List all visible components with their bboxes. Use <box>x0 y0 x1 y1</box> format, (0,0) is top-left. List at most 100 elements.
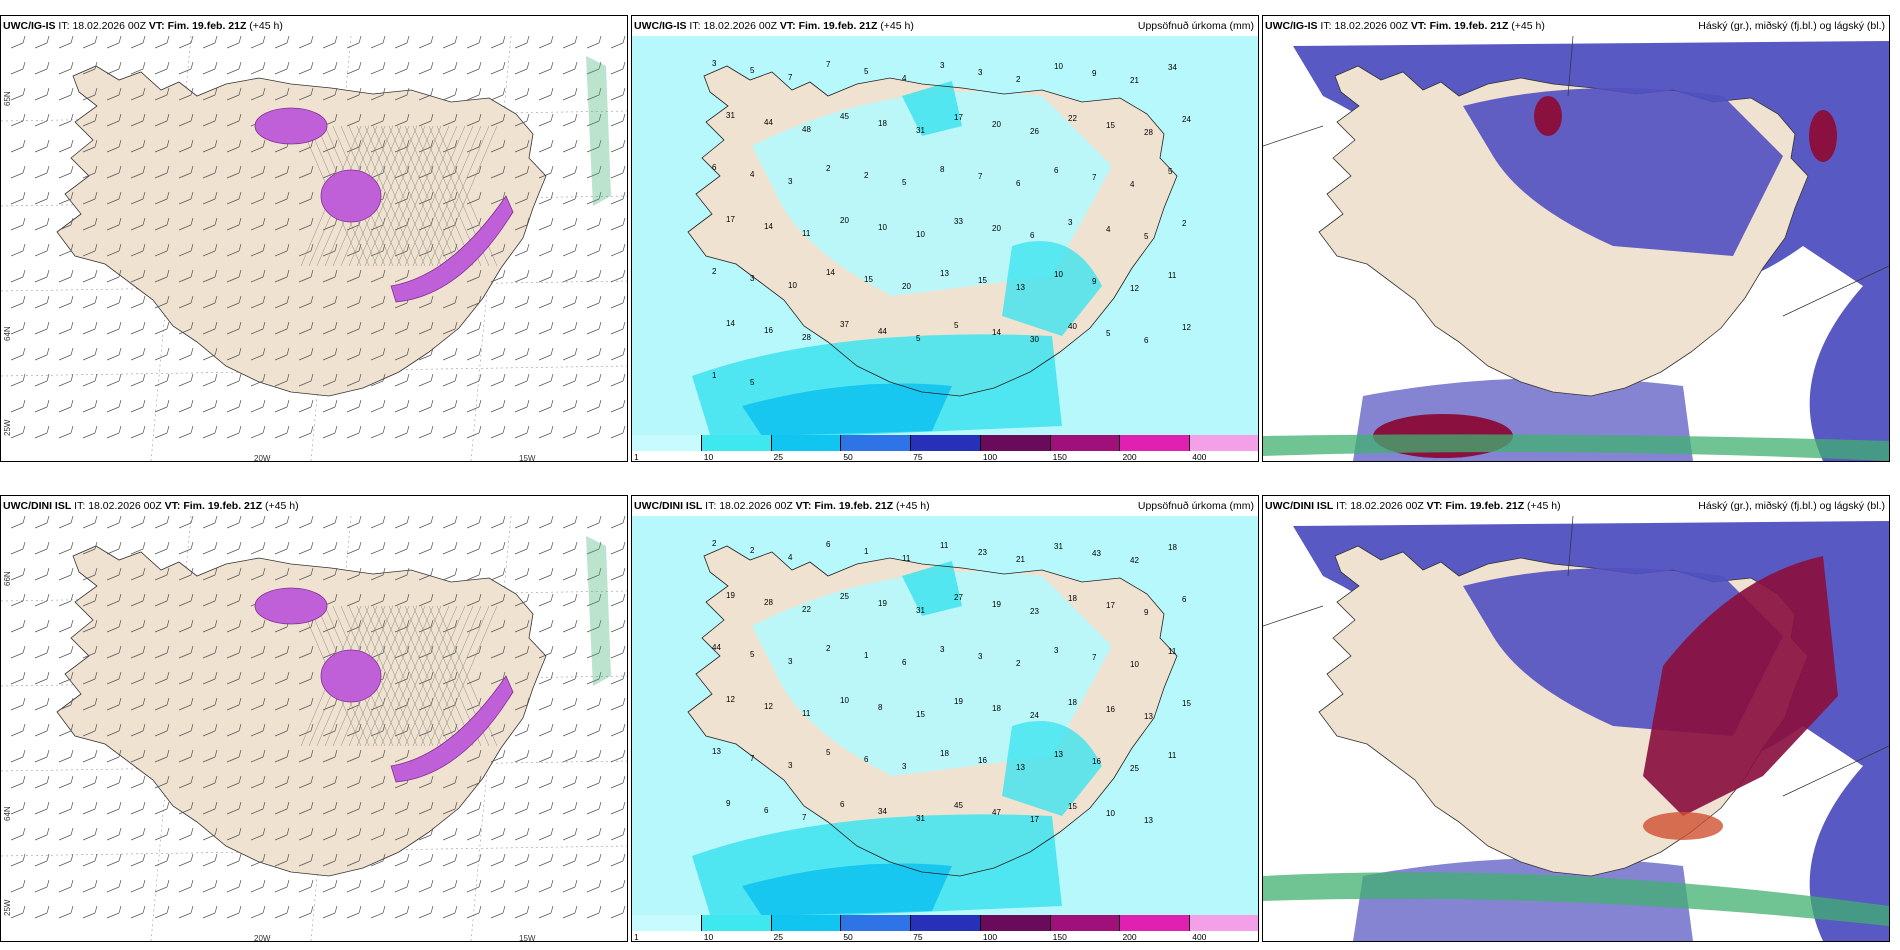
precip-amount-label: 22 <box>1068 114 1077 123</box>
precip-amount-label: 1 <box>864 651 869 660</box>
colorbar-label: 25 <box>773 932 784 942</box>
colorbar-swatch <box>1190 915 1258 931</box>
precip-amount-label: 18 <box>992 704 1001 713</box>
precip-amount-label: 2 <box>864 171 869 180</box>
colorbar-label: 50 <box>843 932 853 942</box>
panel-header: UWC/DINI ISL IT: 18.02.2026 00Z VT: Fim.… <box>3 500 299 512</box>
precip-amount-label: 10 <box>878 223 887 232</box>
precip-amount-label: 7 <box>750 754 755 763</box>
precip-amount-label: 4 <box>1106 225 1111 234</box>
colorbar-swatch <box>632 915 702 931</box>
lon-label: 20W <box>254 454 271 462</box>
precip-amount-label: 45 <box>954 801 963 810</box>
colorbar-swatch <box>1120 915 1191 931</box>
colorbar-label: 200 <box>1122 932 1137 942</box>
precip-amount-label: 7 <box>802 813 807 822</box>
precip-amount-label: 17 <box>1106 601 1115 610</box>
precip-amount-label: 33 <box>954 217 963 226</box>
cloud-title: Háský (gr.), miðský (fj.bl.) og lágský (… <box>1698 20 1885 32</box>
colorbar-swatch <box>1050 435 1121 451</box>
precip-amount-label: 3 <box>788 657 793 666</box>
precip-amount-label: 18 <box>1068 594 1077 603</box>
precip-amount-label: 5 <box>826 748 831 757</box>
precip-amount-label: 16 <box>764 326 773 335</box>
precip-amount-label: 22 <box>802 605 811 614</box>
corner-label: 25W <box>3 419 12 436</box>
precip-amount-label: 11 <box>940 541 949 550</box>
precip-amount-label: 26 <box>1030 127 1039 136</box>
precip-amount-label: 10 <box>840 696 849 705</box>
colorbar-label: 25 <box>773 452 784 462</box>
colorbar-label: 1 <box>634 932 639 942</box>
cloud-map <box>1263 36 1889 461</box>
precip-colorbar: 1 10 25 50 75 100 150 200 400 <box>632 435 1258 462</box>
precip-amount-label: 14 <box>764 222 773 231</box>
precip-amount-label: 30 <box>1030 335 1039 344</box>
colorbar-swatch <box>771 915 842 931</box>
precip-amount-label: 11 <box>1168 271 1177 280</box>
precip-amount-label: 6 <box>840 800 845 809</box>
colorbar-swatch <box>1190 435 1258 451</box>
precip-amount-label: 25 <box>1130 764 1139 773</box>
precip-amount-label: 40 <box>1068 322 1077 331</box>
precip-amount-label: 24 <box>1182 115 1191 124</box>
colorbar-swatch <box>1120 435 1191 451</box>
precip-amount-label: 10 <box>1106 809 1115 818</box>
precip-amount-label: 12 <box>1130 284 1139 293</box>
precip-amount-label: 3 <box>978 652 983 661</box>
precip-amount-label: 3 <box>940 645 945 654</box>
precip-amount-label: 12 <box>1182 323 1191 332</box>
precip-amount-label: 5 <box>916 334 921 343</box>
colorbar-swatch <box>771 435 842 451</box>
colorbar-label: 75 <box>913 932 923 942</box>
precip-amount-label: 4 <box>902 74 907 83</box>
precip-amount-label: 11 <box>802 229 811 238</box>
wind-snow-panel-1: UWC/IG-IS IT: 18.02.2026 00Z VT: Fim. 19… <box>0 15 628 462</box>
lon-label: 20W <box>254 934 271 942</box>
precip-amount-label: 17 <box>726 215 735 224</box>
precip-amount-label: 13 <box>712 747 721 756</box>
colorbar-swatch <box>701 435 772 451</box>
precip-amount-label: 20 <box>902 282 911 291</box>
precip-amount-label: 20 <box>992 120 1001 129</box>
precip-amount-label: 31 <box>726 111 735 120</box>
precip-amount-label: 3 <box>1068 218 1073 227</box>
precip-amount-label: 7 <box>826 60 831 69</box>
precip-amount-label: 5 <box>864 67 869 76</box>
precip-amount-label: 15 <box>864 275 873 284</box>
precip-amount-label: 44 <box>878 327 887 336</box>
colorbar-swatch <box>841 915 912 931</box>
precip-amount-label: 19 <box>878 599 887 608</box>
precip-amount-label: 11 <box>902 554 911 563</box>
precip-amount-label: 6 <box>864 755 869 764</box>
precip-amount-label: 20 <box>840 216 849 225</box>
precip-amount-label: 16 <box>1106 705 1115 714</box>
precip-amount-label: 42 <box>1130 556 1139 565</box>
precip-amount-label: 10 <box>1130 660 1139 669</box>
precip-amount-label: 20 <box>992 224 1001 233</box>
cloud-panel-1: UWC/IG-IS IT: 18.02.2026 00Z VT: Fim. 19… <box>1262 15 1890 462</box>
precip-amount-label: 9 <box>1092 69 1097 78</box>
precip-amount-label: 5 <box>1106 329 1111 338</box>
precip-map: 3577543321092134314448451831172026221528… <box>632 36 1258 441</box>
precip-amount-label: 2 <box>826 644 831 653</box>
cloud-panel-2: UWC/DINI ISL IT: 18.02.2026 00Z VT: Fim.… <box>1262 495 1890 942</box>
precip-amount-label: 31 <box>916 126 925 135</box>
precip-amount-label: 15 <box>1068 802 1077 811</box>
precip-amount-label: 45 <box>840 112 849 121</box>
colorbar-label: 150 <box>1052 452 1067 462</box>
precip-amount-label: 8 <box>878 703 883 712</box>
precip-amount-label: 11 <box>1168 647 1177 656</box>
precip-amount-label: 11 <box>802 709 811 718</box>
precip-amount-label: 2 <box>1016 75 1021 84</box>
precip-amount-label: 15 <box>978 276 987 285</box>
lat-label: 64N <box>3 806 12 821</box>
precip-amount-label: 3 <box>750 274 755 283</box>
precip-amount-label: 27 <box>954 593 963 602</box>
precip-amount-label: 6 <box>826 540 831 549</box>
precip-amount-label: 25 <box>840 592 849 601</box>
precip-amount-label: 1 <box>712 371 717 380</box>
precip-amount-label: 18 <box>1068 698 1077 707</box>
precip-title: Uppsöfnuð úrkoma (mm) <box>1137 500 1254 512</box>
precip-amount-label: 9 <box>1144 608 1149 617</box>
